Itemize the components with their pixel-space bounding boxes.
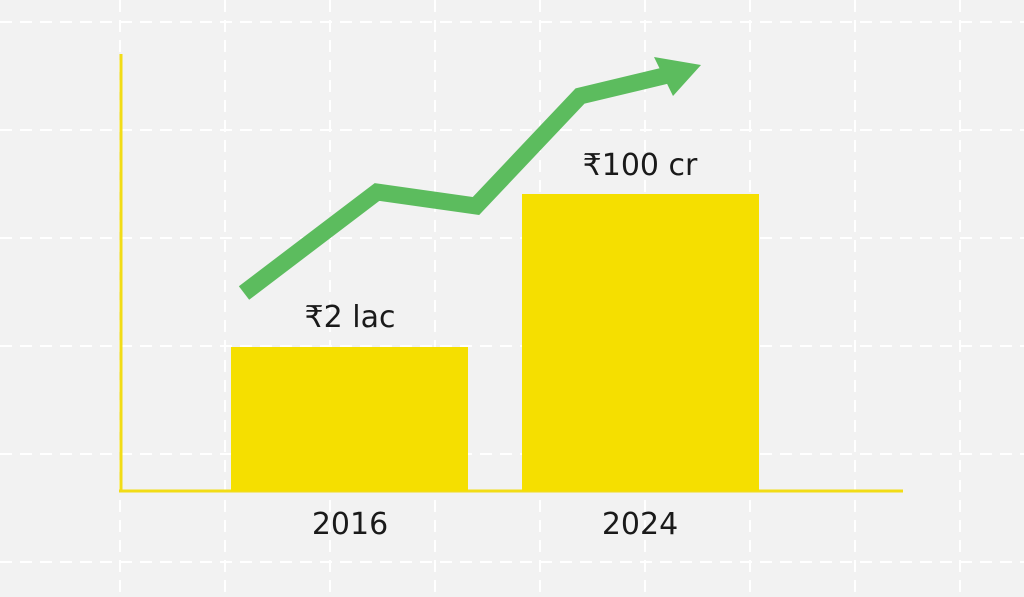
trend-line [238,65,674,300]
category-label-2024: 2024 [602,507,678,542]
data-label-2024: ₹100 cr [583,148,698,183]
category-label-2016: 2016 [312,507,388,542]
data-label-2016: ₹2 lac [305,300,396,335]
trend-arrow [238,57,701,300]
bar-2024 [522,194,759,491]
arrow-head [654,57,701,96]
bar-2016 [231,347,468,491]
